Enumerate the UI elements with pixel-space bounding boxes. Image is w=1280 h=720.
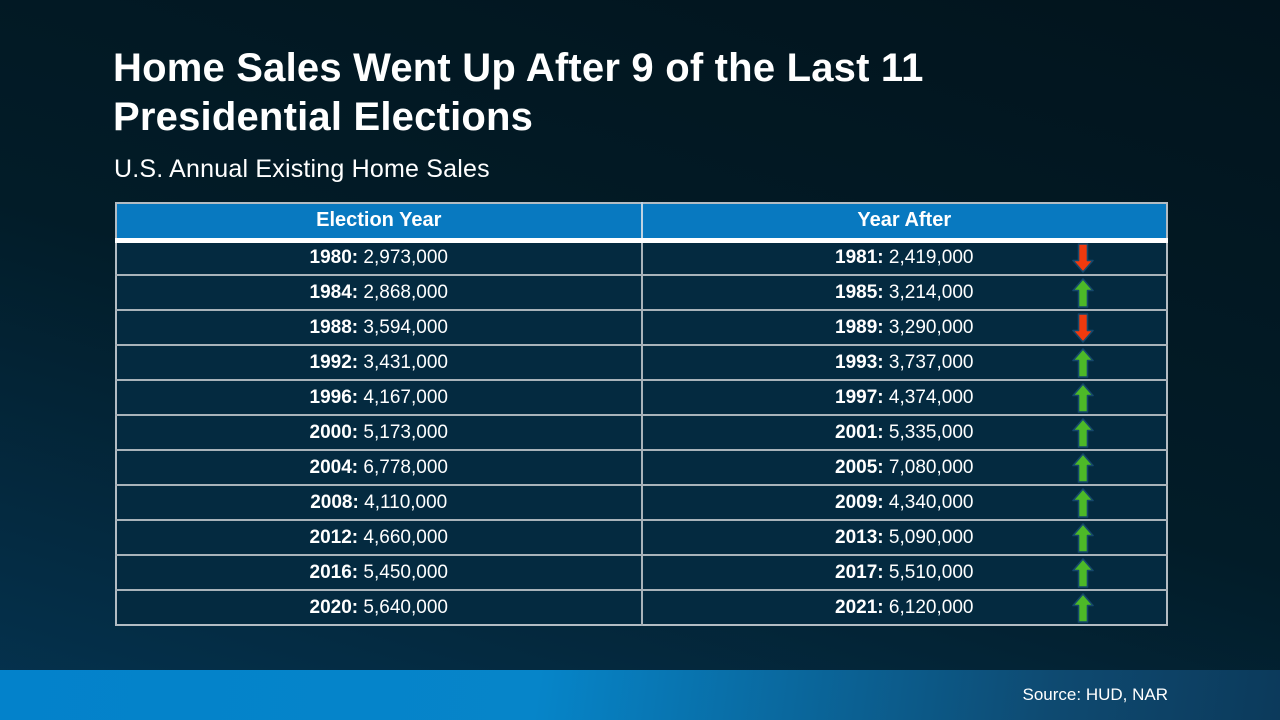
after-year-label: 2001: [835, 421, 884, 443]
after-sales-value: 7,080,000 [888, 456, 974, 478]
election-year-label: 2016: [309, 561, 359, 583]
trend-up-arrow-icon [1072, 347, 1094, 378]
after-sales-value: 5,510,000 [888, 561, 974, 583]
after-year-label: 2021: [835, 596, 884, 618]
after-sales-value: 5,090,000 [888, 526, 974, 548]
trend-up-arrow-icon [1072, 522, 1094, 553]
election-sales-value: 6,778,000 [363, 456, 448, 478]
column-header-year-after: Year After [641, 203, 1167, 243]
year-after-cell: 1985: 3,214,000 [641, 275, 1167, 311]
trend-up-arrow-icon [1072, 452, 1094, 483]
after-year-label: 2017: [835, 561, 884, 583]
page-subtitle: U.S. Annual Existing Home Sales [114, 155, 490, 183]
year-after-cell: 1981: 2,419,000 [641, 240, 1167, 276]
trend-up-arrow-icon [1072, 557, 1094, 588]
trend-down-arrow-icon [1072, 312, 1094, 343]
election-year-cell: 1988: 3,594,000 [116, 310, 643, 346]
election-year-cell: 2004: 6,778,000 [116, 450, 643, 486]
after-year-label: 1985: [835, 281, 884, 303]
election-year-cell: 2008: 4,110,000 [116, 485, 643, 521]
after-sales-value: 6,120,000 [888, 596, 974, 618]
election-year-label: 1988: [309, 316, 359, 338]
after-sales-value: 5,335,000 [888, 421, 974, 443]
year-after-cell: 2021: 6,120,000 [641, 590, 1167, 625]
table-row: 1984: 2,868,000 1985: 3,214,000 [116, 275, 1167, 311]
year-after-cell: 1989: 3,290,000 [641, 310, 1167, 346]
election-year-cell: 2016: 5,450,000 [116, 555, 643, 591]
source-text: Source: HUD, NAR [1022, 685, 1168, 704]
page-title: Home Sales Went Up After 9 of the Last 1… [113, 46, 924, 139]
after-sales-value: 2,419,000 [888, 247, 974, 269]
election-sales-value: 2,973,000 [363, 247, 448, 269]
year-after-cell: 1993: 3,737,000 [641, 345, 1167, 381]
column-header-election-year: Election Year [116, 203, 643, 243]
after-sales-value: 3,737,000 [888, 351, 974, 373]
year-after-cell: 2013: 5,090,000 [641, 520, 1167, 556]
footer-bar: Source: HUD, NAR [0, 670, 1280, 720]
election-year-label: 2008: [310, 491, 359, 513]
table-row: 2012: 4,660,000 2013: 5,090,000 [116, 520, 1167, 556]
trend-up-arrow-icon [1072, 382, 1094, 413]
year-after-cell: 2005: 7,080,000 [641, 450, 1167, 486]
table-row: 2008: 4,110,000 2009: 4,340,000 [116, 485, 1167, 521]
trend-up-arrow-icon [1072, 487, 1094, 518]
year-after-cell: 2017: 5,510,000 [641, 555, 1167, 591]
after-year-label: 2005: [835, 456, 884, 478]
election-sales-value: 4,660,000 [363, 526, 448, 548]
election-sales-value: 5,640,000 [363, 596, 448, 618]
election-sales-value: 4,110,000 [364, 491, 448, 513]
home-sales-table: Election Year Year After 1980: 2,973,000… [115, 202, 1168, 626]
election-sales-value: 5,450,000 [363, 561, 448, 583]
table-row: 1988: 3,594,000 1989: 3,290,000 [116, 310, 1167, 346]
after-sales-value: 4,374,000 [888, 386, 974, 408]
election-year-label: 1996: [309, 386, 359, 408]
table-row: 1980: 2,973,000 1981: 2,419,000 [116, 240, 1167, 276]
election-year-label: 2012: [309, 526, 359, 548]
election-year-label: 1984: [309, 281, 359, 303]
election-year-cell: 1980: 2,973,000 [116, 240, 643, 276]
after-year-label: 1989: [835, 316, 884, 338]
election-year-cell: 2020: 5,640,000 [116, 590, 643, 625]
after-sales-value: 4,340,000 [888, 491, 974, 513]
year-after-cell: 2001: 5,335,000 [641, 415, 1167, 451]
year-after-cell: 2009: 4,340,000 [641, 485, 1167, 521]
after-sales-value: 3,214,000 [888, 281, 974, 303]
election-year-label: 1980: [309, 247, 359, 269]
after-year-label: 2009: [835, 491, 884, 513]
election-sales-value: 3,431,000 [363, 351, 448, 373]
after-year-label: 1981: [835, 247, 884, 269]
election-sales-value: 4,167,000 [363, 386, 448, 408]
election-sales-value: 3,594,000 [363, 316, 448, 338]
table-row: 1996: 4,167,000 1997: 4,374,000 [116, 380, 1167, 416]
after-year-label: 1997: [835, 386, 884, 408]
election-sales-value: 2,868,000 [363, 281, 448, 303]
election-year-cell: 2012: 4,660,000 [116, 520, 643, 556]
table-row: 2004: 6,778,000 2005: 7,080,000 [116, 450, 1167, 486]
election-sales-value: 5,173,000 [363, 421, 448, 443]
election-year-label: 1992: [309, 351, 359, 373]
trend-up-arrow-icon [1072, 417, 1094, 448]
table-header-row: Election Year Year After [116, 203, 1167, 243]
table-row: 1992: 3,431,000 1993: 3,737,000 [116, 345, 1167, 381]
trend-up-arrow-icon [1072, 592, 1094, 623]
trend-down-arrow-icon [1072, 243, 1094, 274]
after-sales-value: 3,290,000 [888, 316, 974, 338]
table-row: 2020: 5,640,000 2021: 6,120,000 [116, 590, 1167, 625]
election-year-cell: 1992: 3,431,000 [116, 345, 643, 381]
election-year-label: 2020: [309, 596, 359, 618]
election-year-label: 2004: [309, 456, 359, 478]
table-row: 2000: 5,173,000 2001: 5,335,000 [116, 415, 1167, 451]
table-row: 2016: 5,450,000 2017: 5,510,000 [116, 555, 1167, 591]
election-year-cell: 2000: 5,173,000 [116, 415, 643, 451]
after-year-label: 2013: [835, 526, 884, 548]
trend-up-arrow-icon [1072, 277, 1094, 308]
year-after-cell: 1997: 4,374,000 [641, 380, 1167, 416]
election-year-cell: 1996: 4,167,000 [116, 380, 643, 416]
election-year-label: 2000: [309, 421, 359, 443]
after-year-label: 1993: [835, 351, 884, 373]
election-year-cell: 1984: 2,868,000 [116, 275, 643, 311]
